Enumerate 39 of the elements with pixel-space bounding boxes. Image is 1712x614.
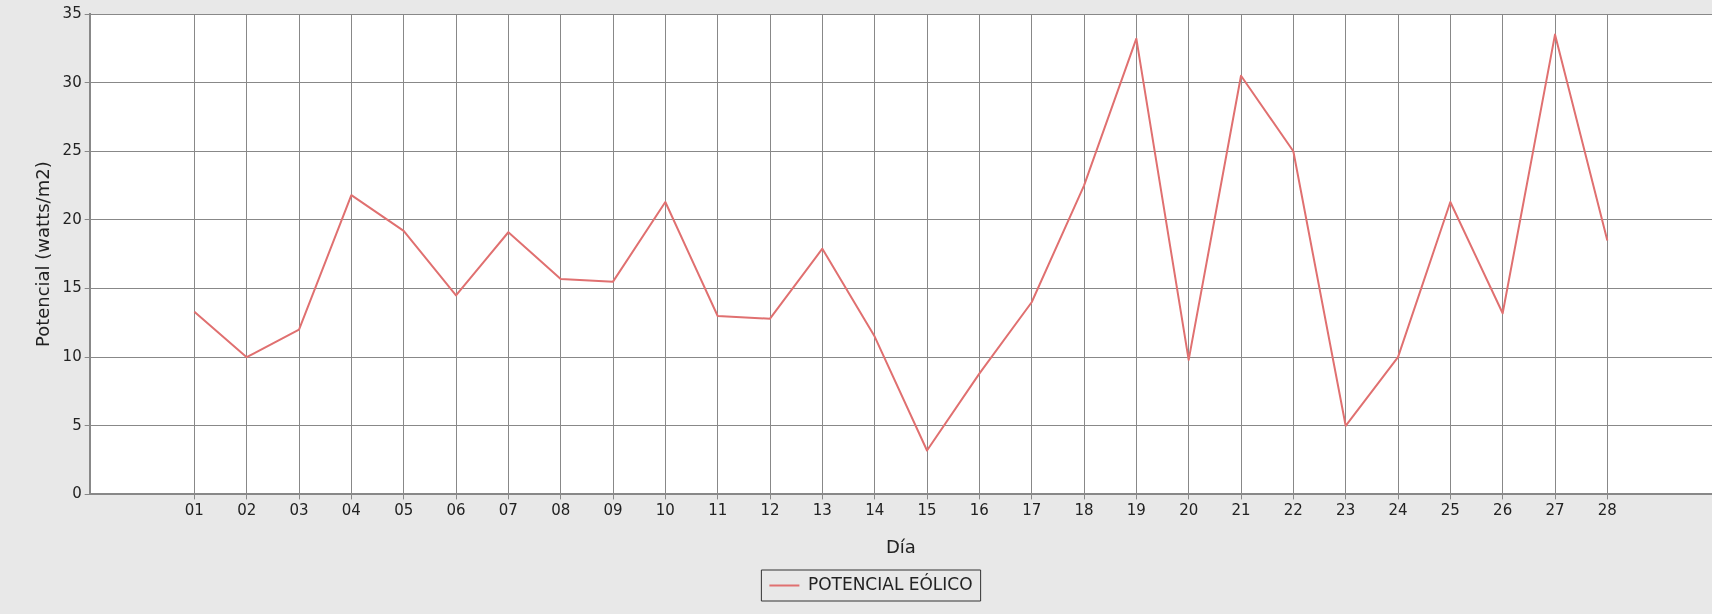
x-tick-label: 26 [1493,501,1513,520]
x-tick-label: 16 [969,501,989,520]
x-tick-label: 20 [1179,501,1199,520]
x-tick-label: 09 [603,501,623,520]
x-tick-label: 03 [289,501,309,520]
y-tick-label: 25 [62,141,82,160]
x-tick-label: 21 [1231,501,1251,520]
x-tick-label: 24 [1388,501,1408,520]
y-tick-label: 35 [62,3,82,22]
x-tick-label: 05 [394,501,414,520]
x-tick-label: 23 [1336,501,1356,520]
x-tick-label: 08 [551,501,571,520]
x-tick-label: 10 [655,501,675,520]
y-tick-label: 30 [62,72,82,91]
y-tick-label: 20 [62,209,82,228]
x-tick-label: 07 [498,501,518,520]
y-tick-label: 10 [62,347,82,366]
x-tick-label: 06 [446,501,466,520]
x-tick-label: 15 [917,501,937,520]
x-tick-label: 28 [1597,501,1617,520]
x-tick-label: 19 [1126,501,1146,520]
x-tick-label: 11 [708,501,728,520]
x-tick-label: 27 [1545,501,1565,520]
x-tick-label: 17 [1022,501,1042,520]
x-tick-label: 13 [812,501,832,520]
legend-label: POTENCIAL EÓLICO [807,572,973,594]
x-tick-label: 01 [184,501,204,520]
y-tick-label: 15 [62,278,82,297]
y-tick-label: 0 [72,484,82,503]
y-tick-label: 5 [72,415,82,434]
x-tick-label: 12 [760,501,780,520]
x-tick-label: 02 [237,501,257,520]
x-tick-label: 04 [341,501,361,520]
x-tick-label: 14 [865,501,885,520]
y-axis-title: Potencial (watts/m2) [32,161,54,348]
x-tick-label: 25 [1440,501,1460,520]
x-axis-title: Día [885,535,916,557]
x-tick-label: 18 [1074,501,1094,520]
x-tick-label: 22 [1283,501,1303,520]
